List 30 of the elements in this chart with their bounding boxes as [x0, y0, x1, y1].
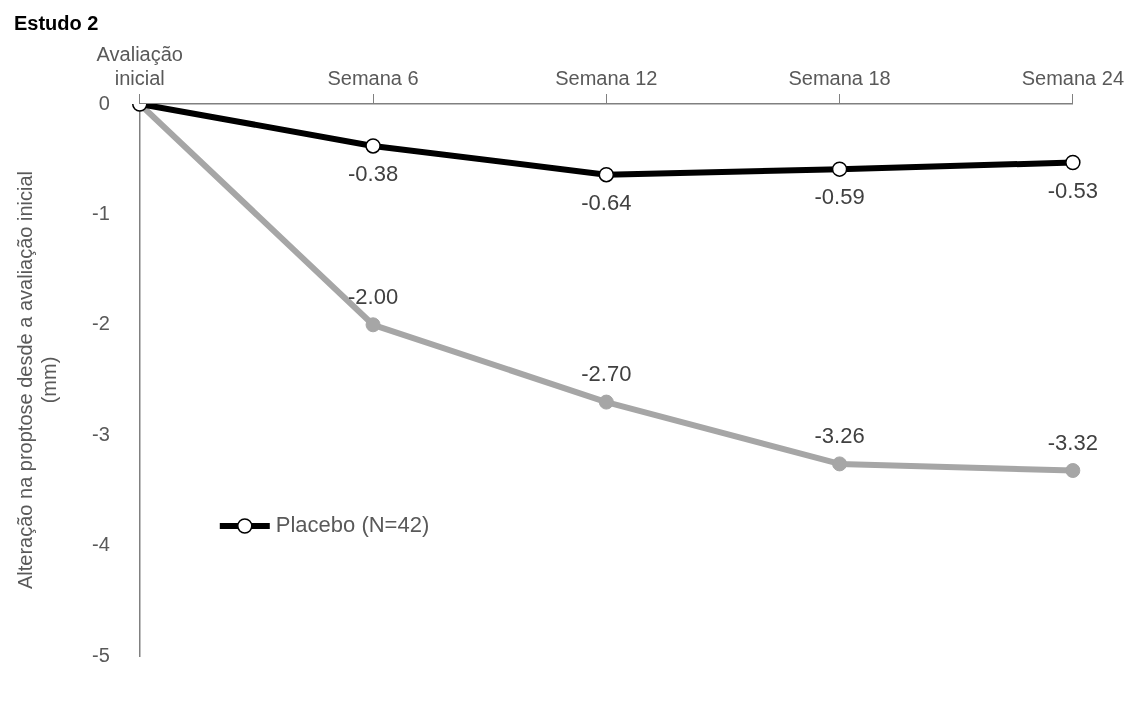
- y-tick-label: -1: [91, 201, 110, 224]
- data-label: -0.59: [814, 184, 865, 210]
- point: [1065, 154, 1081, 171]
- x-tick-label: Semana 24: [1021, 66, 1124, 89]
- data-label: -3.32: [1047, 429, 1098, 455]
- data-label: -2.00: [347, 283, 399, 309]
- data-label: -0.38: [347, 161, 399, 187]
- point: [598, 166, 615, 183]
- data-label: -0.64: [581, 189, 632, 215]
- x-tick-label: Semana 6: [327, 66, 419, 89]
- data-label: -3.26: [814, 422, 865, 448]
- y-axis-title: Alteração na proptose desde a avaliação inicial (mm): [13, 170, 60, 590]
- x-tick-label: Avaliação inicial: [96, 42, 183, 89]
- point: [1065, 463, 1081, 479]
- point: [598, 394, 614, 410]
- point: [365, 317, 381, 333]
- x-tick-label: Semana 12: [555, 66, 658, 89]
- y-tick-label: 0: [98, 91, 110, 114]
- x-tick-label: Semana 18: [788, 66, 891, 89]
- y-tick-label: -2: [91, 312, 110, 335]
- point: [831, 161, 848, 177]
- chart-title: Estudo 2: [14, 11, 99, 34]
- data-label: -0.53: [1047, 177, 1098, 203]
- point: [365, 138, 381, 154]
- y-tick-label: -5: [91, 643, 110, 666]
- y-tick-label: -4: [91, 533, 110, 556]
- y-tick-label: -3: [91, 422, 110, 445]
- data-label: -2.70: [581, 361, 632, 387]
- legend-label: Placebo (N=42): [275, 512, 430, 538]
- point: [832, 456, 848, 472]
